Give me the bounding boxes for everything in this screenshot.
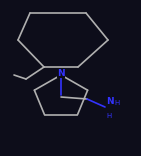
Text: N: N [57, 69, 65, 78]
Text: N: N [106, 97, 114, 106]
Text: H: H [106, 113, 111, 119]
Text: H: H [114, 100, 119, 106]
